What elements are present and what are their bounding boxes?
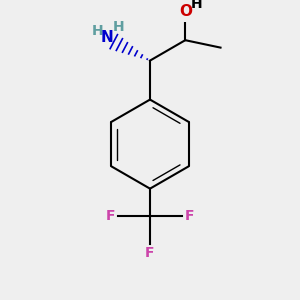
Text: H: H bbox=[92, 24, 104, 38]
Text: F: F bbox=[145, 246, 155, 260]
Text: H: H bbox=[190, 0, 202, 11]
Text: O: O bbox=[179, 4, 192, 19]
Text: F: F bbox=[105, 209, 115, 224]
Text: H: H bbox=[112, 20, 124, 34]
Text: N: N bbox=[101, 30, 114, 45]
Text: F: F bbox=[185, 209, 195, 224]
